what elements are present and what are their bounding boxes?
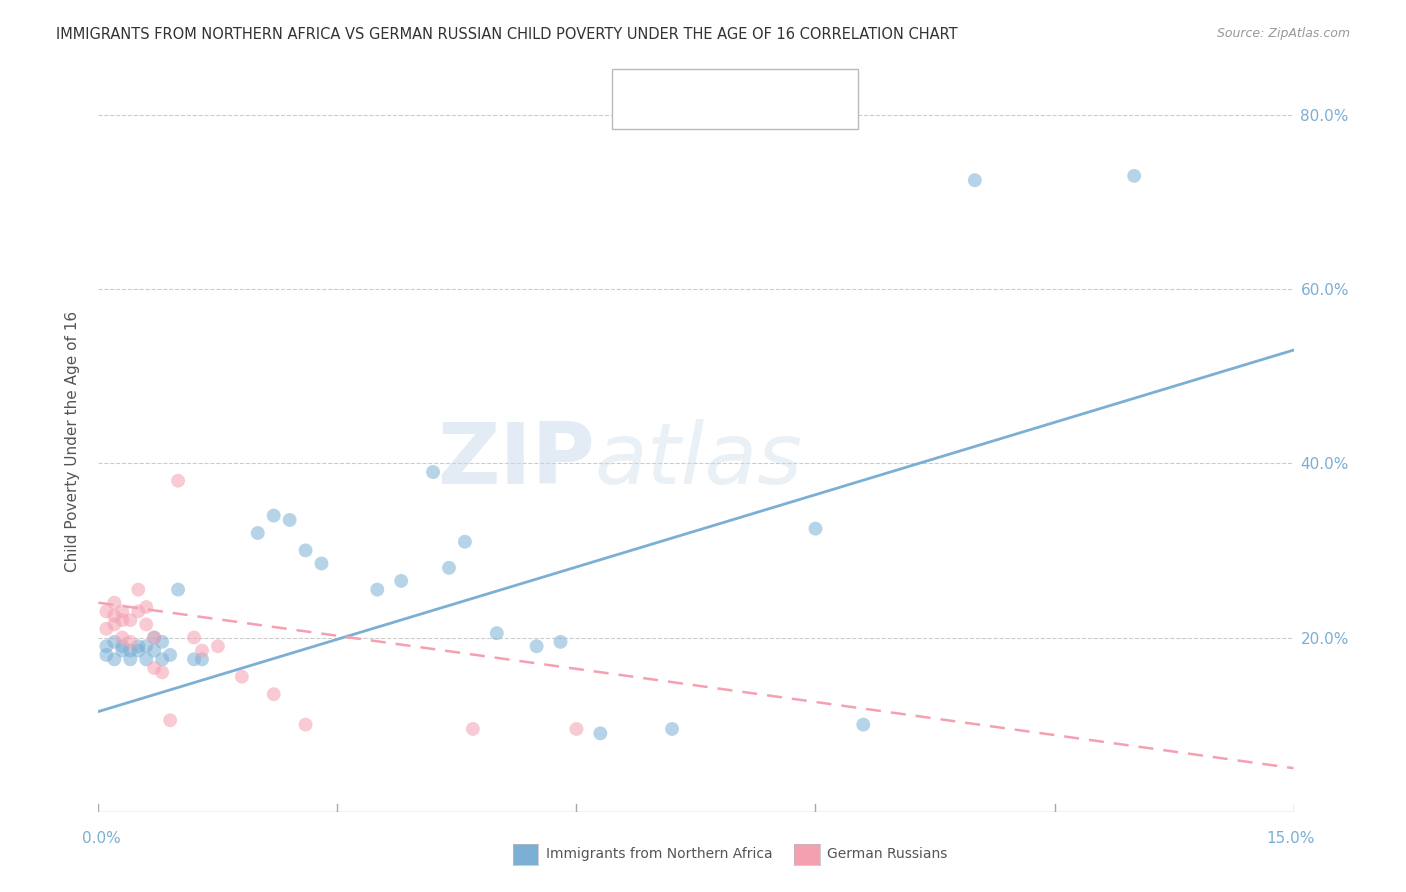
Text: Source: ZipAtlas.com: Source: ZipAtlas.com (1216, 27, 1350, 40)
Point (311, 557, 333, 571)
Text: Immigrants from Northern Africa: Immigrants from Northern Africa (546, 847, 772, 861)
Point (127, 639, 149, 653)
Point (167, 474, 190, 488)
Text: R = -0.463   N = 27: R = -0.463 N = 27 (658, 109, 831, 123)
Point (103, 617, 125, 632)
Point (150, 652, 173, 666)
Point (143, 631, 166, 645)
Point (207, 639, 229, 653)
Point (127, 643, 149, 657)
Text: 15.0%: 15.0% (1267, 831, 1315, 846)
Point (422, 465, 444, 479)
Point (294, 717, 316, 731)
Point (589, 726, 612, 740)
Text: IMMIGRANTS FROM NORTHERN AFRICA VS GERMAN RUSSIAN CHILD POVERTY UNDER THE AGE OF: IMMIGRANTS FROM NORTHERN AFRICA VS GERMA… (56, 27, 957, 42)
Point (565, 722, 588, 736)
Point (96, 648, 118, 662)
Point (111, 631, 134, 645)
Point (263, 508, 285, 523)
Point (111, 613, 134, 627)
Point (96, 639, 118, 653)
Point (120, 613, 142, 627)
Text: R =  0.661   N = 38: R = 0.661 N = 38 (658, 80, 831, 95)
Text: German Russians: German Russians (827, 847, 948, 861)
Point (454, 534, 477, 549)
Text: 0.0%: 0.0% (82, 831, 121, 846)
Point (143, 631, 166, 645)
Point (120, 652, 142, 666)
Point (485, 626, 508, 640)
Point (294, 543, 316, 558)
Point (111, 604, 134, 618)
Point (804, 522, 827, 536)
Point (852, 717, 875, 731)
Point (263, 687, 285, 701)
Point (150, 635, 173, 649)
Point (246, 526, 269, 541)
Point (183, 631, 205, 645)
Point (159, 713, 181, 727)
Y-axis label: Child Poverty Under the Age of 16: Child Poverty Under the Age of 16 (65, 311, 80, 572)
Point (120, 643, 142, 657)
Point (127, 582, 149, 597)
Point (550, 635, 572, 649)
Point (96, 622, 118, 636)
Text: ZIP: ZIP (437, 418, 595, 501)
Point (96, 604, 118, 618)
Point (103, 635, 125, 649)
Point (159, 648, 181, 662)
Point (150, 665, 173, 680)
Point (1123, 169, 1146, 183)
Point (661, 722, 683, 736)
Point (103, 608, 125, 623)
Point (191, 652, 214, 666)
Point (135, 617, 157, 632)
Point (111, 639, 134, 653)
Point (366, 582, 388, 597)
Point (167, 582, 190, 597)
Point (127, 604, 149, 618)
Text: atlas: atlas (595, 418, 803, 501)
Point (389, 574, 412, 588)
Point (231, 670, 253, 684)
Point (437, 561, 460, 575)
Point (191, 643, 214, 657)
Point (135, 639, 157, 653)
Point (135, 652, 157, 666)
Point (135, 600, 157, 615)
Point (278, 513, 301, 527)
Point (111, 643, 134, 657)
Point (526, 639, 548, 653)
Point (103, 596, 125, 610)
Point (143, 643, 166, 657)
Point (103, 652, 125, 666)
Point (183, 652, 205, 666)
Point (143, 661, 166, 675)
Point (120, 635, 142, 649)
Point (461, 722, 484, 736)
Point (963, 173, 986, 187)
